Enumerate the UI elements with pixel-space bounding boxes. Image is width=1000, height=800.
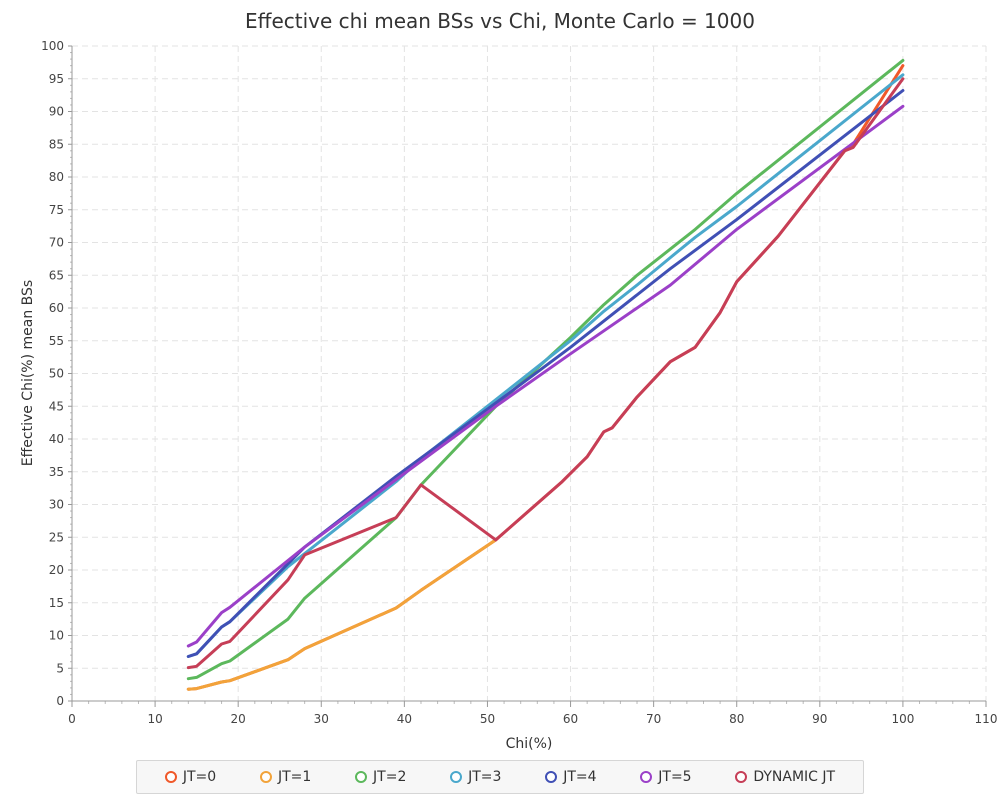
x-tick-label: 30 [314,712,329,726]
legend-item: DYNAMIC JT [735,769,835,785]
legend-item: JT=1 [259,769,312,785]
x-tick-label: 60 [563,712,578,726]
series-line-jt-4 [186,89,905,658]
legend-marker-icon [259,771,272,783]
x-tick-label: 20 [231,712,246,726]
x-tick-label: 110 [975,712,998,726]
legend-marker-icon [545,771,558,783]
y-tick-label: 5 [56,661,64,675]
y-tick-label: 35 [49,465,64,479]
legend-label: DYNAMIC JT [753,769,836,785]
chart-title: Effective chi mean BSs vs Chi, Monte Car… [245,9,755,33]
legend-item: JT=2 [355,769,406,785]
legend-label: JT=2 [373,769,407,785]
y-tick-label: 75 [49,203,64,217]
series-lines [186,58,905,691]
legend-marker-icon [355,771,368,783]
y-tick-label: 50 [49,367,64,381]
chart-legend: JT=0 JT=1 JT=2 JT=3 JT=4 JT=5 DYNAMIC JT [136,760,864,794]
series-line-dynamic-jt [186,77,905,670]
y-tick-label: 70 [49,236,64,250]
y-tick-label: 85 [49,137,64,151]
y-tick-label: 65 [49,268,64,282]
legend-label: JT=1 [277,769,312,785]
legend-item: JT=0 [164,769,217,785]
legend-label: JT=0 [182,769,217,785]
x-axis-label: Chi(%) [506,736,553,752]
y-tick-label: 0 [56,694,64,708]
y-tick-label: 25 [49,530,64,544]
legend-item: JT=3 [450,769,501,785]
x-tick-label: 40 [397,712,412,726]
tick-labels: 0 5 10 15 20 25 30 35 40 45 50 55 60 65 70 75 80 85 90 95 10… [41,39,997,726]
x-tick-label: 80 [729,712,744,726]
y-tick-label: 20 [49,563,64,577]
line-chart: 0 5 10 15 20 25 30 35 40 45 50 55 60 65 70 75 80 85 90 95 10… [20,9,997,752]
y-tick-label: 55 [49,334,64,348]
legend-item: JT=5 [640,769,692,785]
legend-item: JT=4 [545,769,597,785]
x-tick-label: 0 [68,712,76,726]
x-tick-label: 70 [646,712,661,726]
y-tick-label: 60 [49,301,64,315]
y-tick-label: 40 [49,432,64,446]
series-line-jt-2 [186,58,905,681]
y-tick-label: 80 [49,170,64,184]
y-tick-label: 45 [49,399,64,413]
legend-marker-icon [735,771,748,783]
legend-marker-icon [450,771,463,783]
series-line-jt-1 [186,538,498,691]
legend-marker-icon [640,771,653,783]
legend-marker-icon [164,771,177,783]
y-tick-label: 10 [49,629,64,643]
axes [68,45,987,707]
y-tick-label: 100 [41,39,64,53]
x-tick-label: 50 [480,712,495,726]
y-axis-label: Effective Chi(%) mean BSs [20,280,36,466]
x-tick-label: 90 [812,712,827,726]
x-tick-label: 100 [891,712,914,726]
x-tick-label: 10 [147,712,162,726]
y-tick-label: 15 [49,596,64,610]
legend-label: JT=3 [468,769,502,785]
legend-label: JT=4 [563,769,597,785]
grid [71,45,987,702]
y-tick-label: 30 [49,498,64,512]
y-tick-label: 90 [49,105,64,119]
legend-label: JT=5 [658,769,692,785]
y-tick-label: 95 [49,72,64,86]
series-line-jt-5 [186,104,905,648]
